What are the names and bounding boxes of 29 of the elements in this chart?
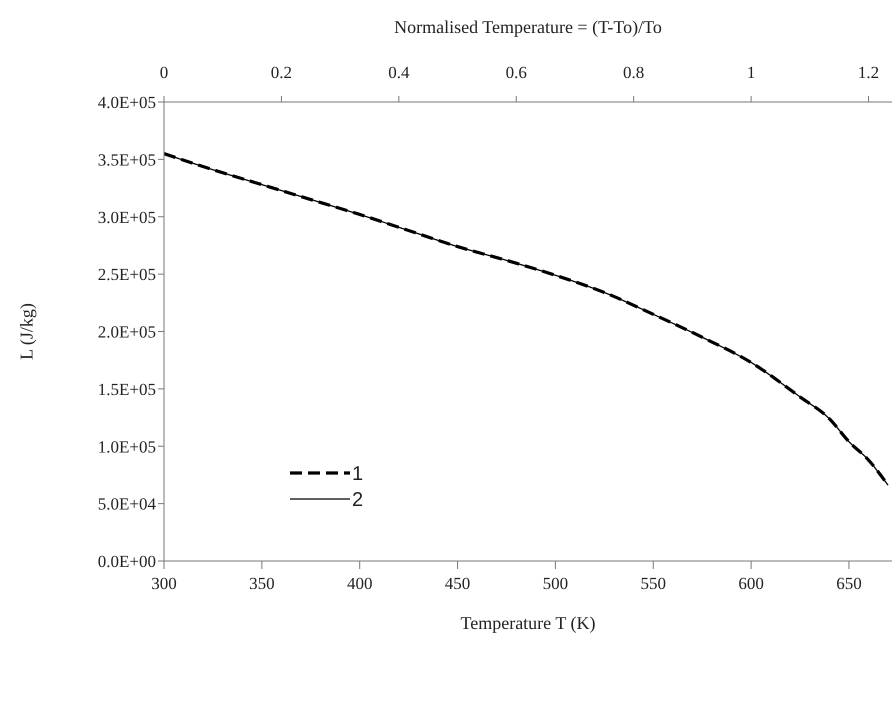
y-tick-label: 1.5E+05 — [98, 380, 156, 399]
y-tick-label: 5.0E+04 — [98, 494, 156, 514]
x-tick-label: 550 — [640, 574, 666, 594]
x2-tick-label: 0 — [160, 63, 168, 82]
y-tick-label: 2.0E+05 — [98, 322, 156, 342]
x-tick-label: 300 — [151, 574, 177, 594]
y-tick-label: 0.0E+00 — [98, 552, 156, 572]
x2-tick-label: 1.2 — [858, 63, 880, 82]
x-tick-label: 400 — [346, 574, 372, 594]
y-tick-label: 1.0E+05 — [98, 437, 156, 456]
y-tick-label: 3.5E+05 — [98, 150, 156, 170]
legend-label: 2 — [352, 489, 364, 511]
x2-tick-label: 0.8 — [623, 63, 644, 82]
y-axis-title: L (J/kg) — [16, 303, 36, 360]
x-tick-label: 600 — [738, 574, 764, 594]
x2-tick-label: 1 — [746, 63, 756, 82]
y-tick-label: 4.0E+05 — [98, 93, 156, 112]
y-tick-label: 3.0E+05 — [98, 208, 156, 227]
legend-label: 1 — [352, 463, 364, 485]
x-tick-label: 500 — [542, 574, 568, 594]
x2-tick-label: 0.6 — [506, 63, 527, 82]
x-tick-label: 450 — [444, 574, 470, 594]
x-tick-label: 650 — [836, 574, 862, 594]
x-tick-label: 350 — [249, 574, 275, 594]
x2-axis-title: Normalised Temperature = (T-To)/To — [394, 16, 662, 37]
x2-tick-label: 0.4 — [388, 63, 410, 82]
x-axis-title: Temperature T (K) — [460, 613, 596, 633]
x2-tick-label: 0.2 — [270, 63, 292, 82]
y-tick-label: 2.5E+05 — [98, 265, 156, 284]
